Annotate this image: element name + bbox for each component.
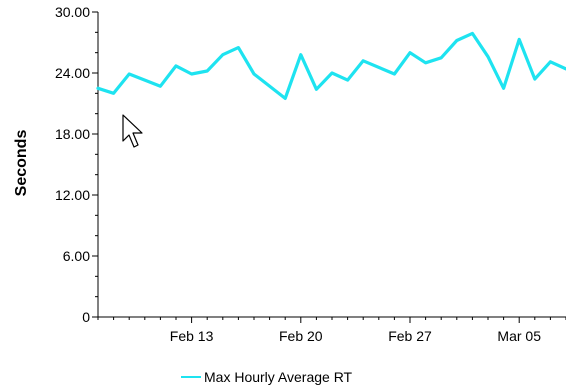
series-layer <box>96 31 566 101</box>
legend-label: Max Hourly Average RT <box>204 369 353 385</box>
y-tick-label: 12.00 <box>55 187 90 203</box>
y-tick-label: 24.00 <box>55 65 90 81</box>
series-line <box>96 31 566 101</box>
legend: Max Hourly Average RT <box>181 369 353 385</box>
x-tick-label: Feb 27 <box>388 328 432 344</box>
y-tick-label: 18.00 <box>55 126 90 142</box>
x-tick-label: Mar 05 <box>497 328 541 344</box>
x-axis-ticks: Feb 13 Feb 20 Feb 27 Mar 05 <box>97 317 566 344</box>
y-axis-ticks: 0 6.00 12.00 18.00 24.00 30.00 <box>55 4 98 325</box>
x-tick-label: Feb 20 <box>279 328 323 344</box>
y-tick-label: 6.00 <box>63 248 90 264</box>
x-tick-label: Feb 13 <box>170 328 214 344</box>
y-tick-label: 0 <box>82 309 90 325</box>
y-axis-title: Seconds <box>13 130 30 197</box>
y-tick-label: 30.00 <box>55 4 90 20</box>
arrow-pointer-icon <box>122 114 143 148</box>
